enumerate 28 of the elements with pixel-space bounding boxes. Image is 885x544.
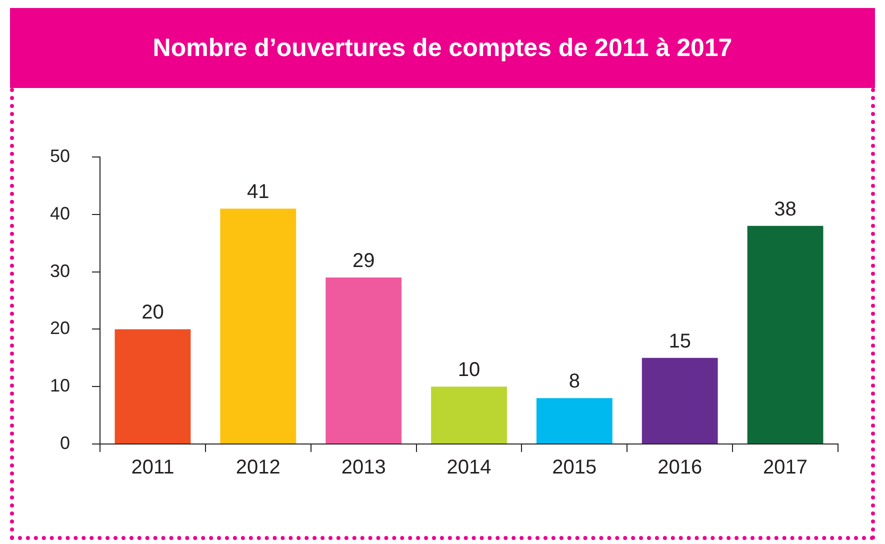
x-tick-label: 2014: [446, 456, 492, 479]
bar: [114, 329, 191, 444]
y-tick-label: 40: [50, 203, 70, 224]
data-label: 29: [352, 250, 375, 272]
chart-title: Nombre d’ouvertures de comptes de 2011 à 2017: [10, 8, 875, 88]
bar: [536, 398, 612, 444]
data-label: 8: [568, 370, 580, 393]
data-label: 38: [774, 198, 796, 220]
y-tick-label: 10: [50, 376, 70, 396]
x-tick-label: 2017: [763, 456, 808, 479]
x-tick-label: 2013: [341, 456, 386, 479]
data-label: 10: [458, 359, 480, 382]
x-tick-label: 2012: [236, 456, 280, 479]
data-label: 20: [142, 302, 164, 324]
bar: [642, 358, 718, 444]
y-tick-label: 20: [50, 318, 70, 338]
x-tick-label: 2016: [658, 456, 702, 479]
x-tick-label: 2015: [552, 456, 597, 479]
data-label: 15: [668, 330, 691, 352]
y-tick-label: 0: [60, 432, 70, 453]
y-tick-label: 30: [50, 260, 70, 281]
y-tick-label: 50: [50, 146, 70, 166]
bar: [220, 208, 296, 444]
bar: [431, 386, 507, 444]
bar: [747, 226, 824, 444]
bar: [326, 278, 402, 444]
data-label: 41: [247, 181, 270, 204]
x-tick-label: 2011: [131, 456, 174, 479]
